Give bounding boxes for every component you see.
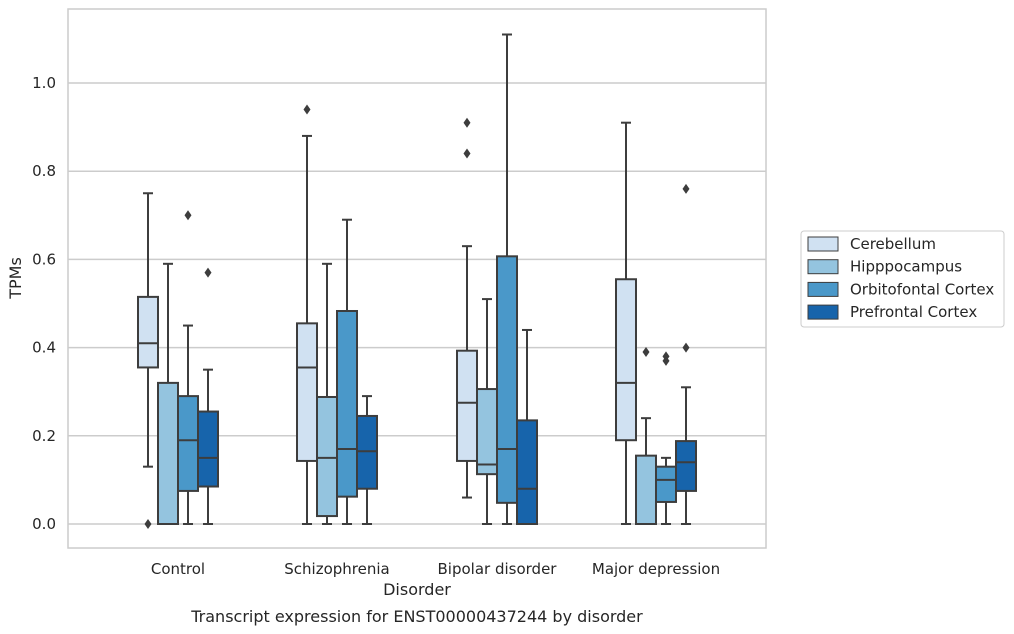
box-plot-item <box>456 117 478 499</box>
series-orbitofontal-cortex <box>177 33 677 525</box>
box-plot-series <box>137 33 697 529</box>
box <box>356 414 378 490</box>
legend-frame <box>800 230 1005 328</box>
x-axis-ticks: Control Schizophrenia Bipolar disorder Majo… <box>151 560 720 578</box>
outlier-marker <box>184 210 192 221</box>
outlier-marker <box>642 347 650 358</box>
legend-label: Cerebellum <box>850 235 936 253</box>
box <box>137 295 159 369</box>
box-plot-item <box>655 351 677 525</box>
box-plot-item <box>157 262 179 525</box>
box <box>635 454 657 525</box>
y-tick-label: 0.2 <box>32 427 56 445</box>
y-tick-label: 0.8 <box>32 162 56 180</box>
box-plot-item <box>615 121 637 525</box>
x-tick-label: Major depression <box>592 560 720 578</box>
outlier-marker <box>463 117 471 128</box>
box-plot-item <box>177 210 199 525</box>
box <box>296 322 318 462</box>
legend-label: Hipppocampus <box>850 258 962 276</box>
series-cerebellum <box>137 104 637 529</box>
legend-label: Orbitofontal Cortex <box>850 280 994 298</box>
x-tick-label: Bipolar disorder <box>438 560 558 578</box>
legend: Cerebellum Hipppocampus Orbitofontal Corte… <box>800 230 1005 328</box>
chart-caption: Transcript expression for ENST0000043724… <box>190 607 643 626</box>
x-axis-label: Disorder <box>383 580 451 599</box>
y-tick-label: 0.6 <box>32 250 56 268</box>
box-plot-item <box>476 298 498 525</box>
outlier-marker <box>682 183 690 194</box>
outlier-marker <box>204 267 212 278</box>
legend-swatch <box>807 236 839 252</box>
box-plot-item <box>496 33 518 525</box>
box <box>516 419 538 525</box>
y-tick-label: 0.0 <box>32 515 56 533</box>
box-plot-item <box>316 262 338 525</box>
box <box>675 440 697 492</box>
box-plot-item <box>336 218 358 525</box>
y-tick-label: 0.4 <box>32 339 56 357</box>
x-tick-label: Schizophrenia <box>284 560 389 578</box>
box <box>476 388 498 476</box>
box <box>336 309 358 498</box>
box-plot-item <box>356 395 378 525</box>
box <box>456 349 478 462</box>
box-plot-item <box>197 267 219 525</box>
box <box>316 395 338 518</box>
box <box>615 278 637 442</box>
box-plot-item <box>516 328 538 525</box>
box <box>197 410 219 488</box>
box-plot-item <box>137 192 159 529</box>
box <box>177 395 199 492</box>
legend-swatch <box>807 259 839 275</box>
outlier-marker <box>463 148 471 159</box>
legend-label: Prefrontal Cortex <box>850 303 977 321</box>
outlier-marker <box>662 351 670 362</box>
box <box>655 465 677 503</box>
y-axis-ticks: 0.0 0.2 0.4 0.6 0.8 1.0 <box>32 74 56 533</box>
plot-frame <box>67 8 767 549</box>
box <box>157 381 179 525</box>
y-axis-label: TPMs <box>6 257 25 300</box>
series-hipppocampus <box>157 262 657 525</box>
box <box>496 255 518 504</box>
outlier-marker <box>144 519 152 529</box>
series-prefrontal-cortex <box>197 183 697 525</box>
box-plot-item <box>296 104 318 525</box>
outlier-marker <box>303 104 311 115</box>
y-tick-label: 1.0 <box>32 74 56 92</box>
legend-swatch <box>807 304 839 320</box>
outlier-marker <box>682 342 690 353</box>
x-tick-label: Control <box>151 560 205 578</box>
box-plot-item <box>675 183 697 525</box>
legend-swatch <box>807 281 839 297</box>
